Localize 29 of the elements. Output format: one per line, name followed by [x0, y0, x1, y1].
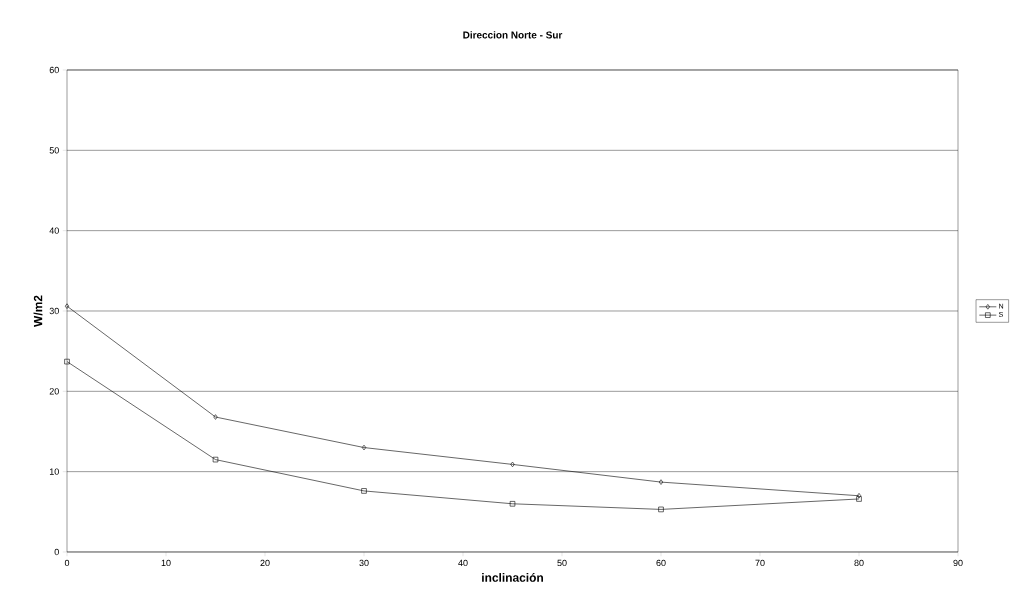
point	[658, 506, 664, 513]
y-axis-title: W/m2	[33, 295, 43, 327]
y-tick-label: 40	[49, 227, 59, 234]
x-tick-label: 20	[260, 559, 270, 567]
y-tick-label: 10	[49, 468, 59, 475]
point	[64, 358, 70, 365]
point	[658, 479, 664, 485]
x-tick-label: 0	[64, 559, 70, 567]
y-tick-label: 50	[49, 147, 59, 154]
x-tick-label: 60	[656, 559, 666, 567]
y-tick-label: 20	[49, 388, 59, 395]
point	[361, 444, 367, 451]
x-tick-label: 50	[557, 559, 567, 567]
x-tick-label: 90	[953, 559, 963, 567]
y-tick-label: 0	[54, 548, 59, 556]
point	[213, 414, 218, 420]
x-tick-label: 30	[359, 559, 369, 567]
x-axis-title: inclinación	[482, 572, 543, 582]
point	[361, 488, 367, 494]
x-tick-label: 10	[161, 559, 171, 567]
chart-title: Direccion Norte - Sur	[463, 31, 563, 39]
x-tick-label: 40	[458, 559, 468, 567]
x-tick-label: 80	[854, 559, 864, 567]
y-tick-label: 30	[49, 307, 59, 315]
point	[510, 461, 515, 468]
y-tick-label: 60	[49, 66, 59, 74]
x-tick-label: 70	[755, 559, 765, 567]
point	[509, 501, 516, 507]
point	[212, 456, 219, 463]
